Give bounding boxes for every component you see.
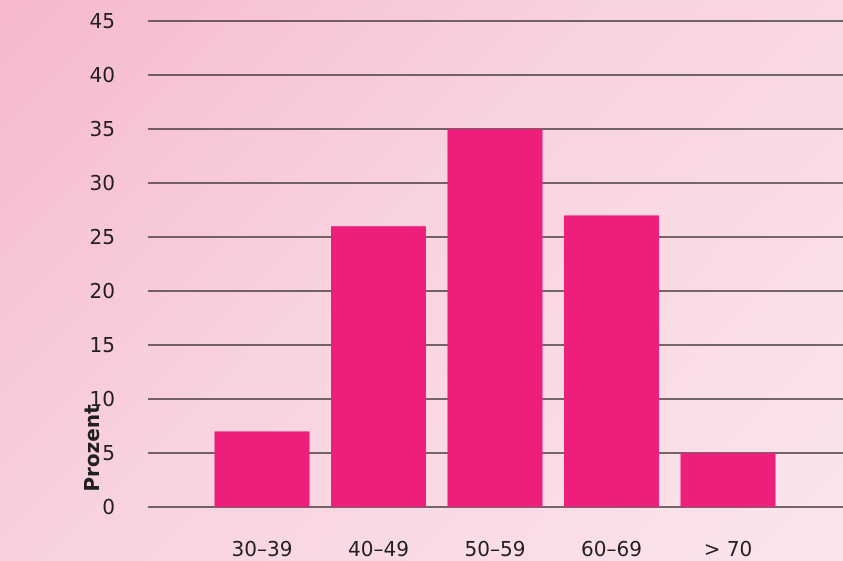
x-tick-labels: 30–39 40–49 50–59 60–69 > 70 [232, 537, 753, 561]
y-tick-label: 45 [90, 9, 115, 33]
bar [331, 226, 426, 507]
x-tick-label: 50–59 [465, 537, 526, 561]
x-tick-label: > 70 [704, 537, 753, 561]
bars [214, 129, 776, 507]
y-tick-label: 5 [102, 441, 115, 465]
x-tick-label: 30–39 [232, 537, 293, 561]
bar [447, 129, 543, 507]
y-axis-title: Prozent [80, 404, 104, 492]
y-tick-label: 20 [90, 279, 115, 303]
y-tick-label: 0 [102, 495, 115, 519]
x-tick-label: 60–69 [581, 537, 642, 561]
bar [680, 453, 776, 507]
x-tick-label: 40–49 [348, 537, 409, 561]
y-tick-label: 15 [90, 333, 115, 357]
y-tick-label: 40 [90, 63, 115, 87]
y-tick-label: 25 [90, 225, 115, 249]
y-tick-label: 30 [90, 171, 115, 195]
bar [214, 431, 310, 507]
bar [564, 215, 659, 507]
y-tick-label: 10 [90, 387, 115, 411]
y-tick-labels: 0 5 10 15 20 25 30 35 40 45 [90, 9, 115, 519]
y-tick-label: 35 [90, 117, 115, 141]
